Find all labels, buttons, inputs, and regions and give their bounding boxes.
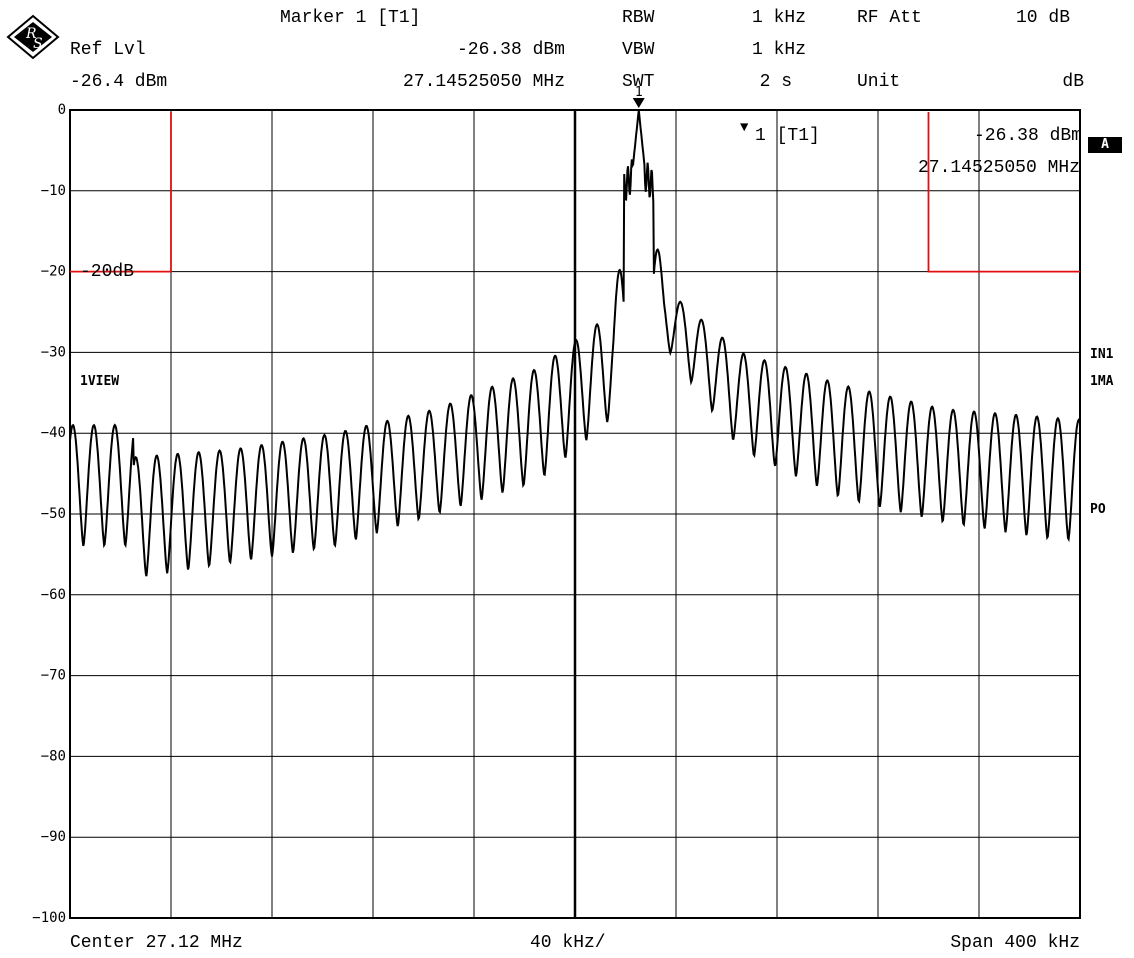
plot-grid xyxy=(69,109,1081,919)
limit-line xyxy=(927,112,1080,273)
trace-a-badge: A xyxy=(1088,137,1122,153)
peak-marker-tag: 1 xyxy=(635,85,643,100)
marker-triangle-icon: ▼ xyxy=(740,120,749,136)
po-label: PO xyxy=(1090,502,1106,517)
span: Span 400 kHz xyxy=(950,933,1080,953)
rbw-value: 1 kHz xyxy=(751,8,806,28)
rohde-schwarz-logo: R S xyxy=(6,14,60,65)
marker-box-level: -26.38 dBm xyxy=(973,126,1082,146)
vbw-value: 1 kHz xyxy=(751,40,806,60)
y-tick-label: −80 xyxy=(41,748,66,764)
y-tick-label: −90 xyxy=(41,829,66,845)
rf-att-label: RF Att xyxy=(857,8,922,28)
unit-label: Unit xyxy=(857,72,901,92)
svg-text:R: R xyxy=(25,26,37,42)
trace-line xyxy=(69,109,1081,577)
limit-lines xyxy=(70,112,1080,273)
view-label: 1VIEW xyxy=(80,374,120,389)
ref-level-value: -26.4 dBm xyxy=(70,72,168,92)
limit-label: -20dB xyxy=(80,262,135,282)
y-tick-label: −20 xyxy=(41,264,66,280)
peak-marker-triangle xyxy=(632,98,645,108)
y-tick-label: −30 xyxy=(41,344,66,360)
y-tick-label: −70 xyxy=(41,668,66,684)
swt-value: 2 s xyxy=(759,72,792,92)
marker-title: Marker 1 [T1] xyxy=(280,8,421,28)
input-label: IN1 xyxy=(1090,347,1114,362)
y-tick-label: −50 xyxy=(41,506,66,522)
y-tick-label: −40 xyxy=(41,425,66,441)
trace-1 xyxy=(69,109,1081,577)
marker-box-frequency: 27.14525050 MHz xyxy=(917,158,1080,178)
rbw-label: RBW xyxy=(622,8,655,28)
y-tick-labels: 0 −10 −20 −30 −40 −50 −60 −70 −80 −90 −100 xyxy=(32,102,66,926)
y-tick-label: −100 xyxy=(32,910,66,926)
ref-level-label: Ref Lvl xyxy=(70,40,146,60)
swt-label: SWT xyxy=(622,72,655,92)
unit-value: dB xyxy=(1062,72,1084,92)
marker-level: -26.38 dBm xyxy=(456,40,565,60)
frequency-per-division: 40 kHz/ xyxy=(530,933,606,953)
limit-line xyxy=(70,112,172,273)
y-tick-label: 0 xyxy=(58,102,66,118)
svg-text:S: S xyxy=(33,36,43,52)
trace-mode-label: 1MA xyxy=(1090,374,1114,389)
vbw-label: VBW xyxy=(622,40,655,60)
marker-frequency: 27.14525050 MHz xyxy=(402,72,565,92)
center-frequency: Center 27.12 MHz xyxy=(70,933,243,953)
y-tick-label: −10 xyxy=(41,183,66,199)
y-tick-label: −60 xyxy=(41,587,66,603)
rf-att-value: 10 dB xyxy=(1015,8,1070,28)
marker-box-label: 1 [T1] xyxy=(755,126,820,146)
peak-marker: 1 xyxy=(632,85,645,108)
